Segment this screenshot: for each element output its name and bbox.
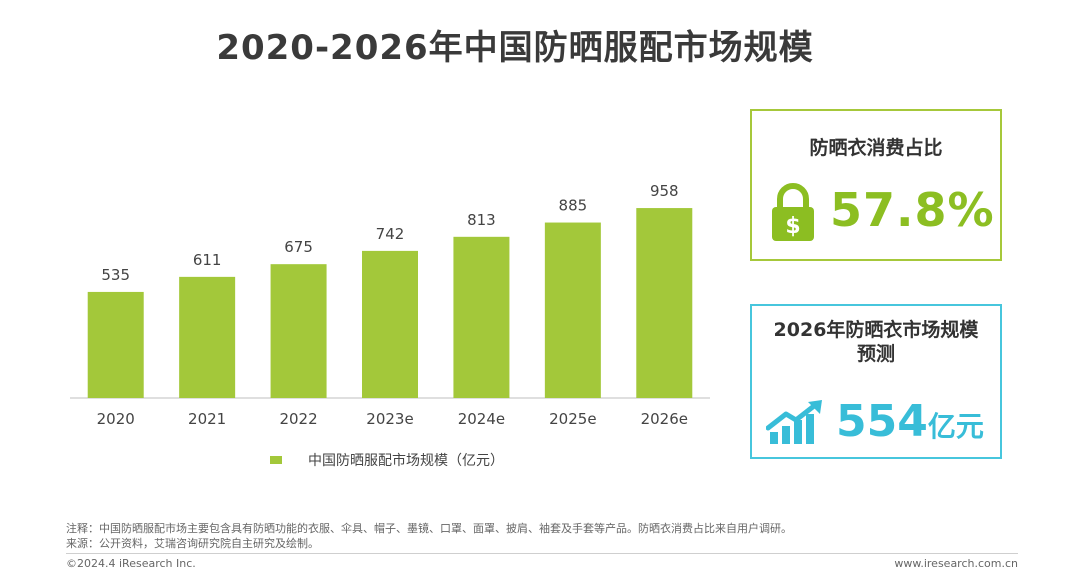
notes: 注释：中国防晒服配市场主要包含具有防晒功能的衣服、伞具、帽子、墨镜、口罩、面罩、… [66,521,792,551]
chart-legend: 中国防晒服配市场规模（亿元） [270,450,504,470]
x-tick-2022: 2022 [279,410,317,428]
market-forecast-card: 2026年防晒衣市场规模 预测 554亿元 [750,304,1002,459]
note-text: 注释：中国防晒服配市场主要包含具有防晒功能的衣服、伞具、帽子、墨镜、口罩、面罩、… [66,522,792,535]
bar-2023e [362,250,418,398]
page-title: 2020-2026年中国防晒服配市场规模 [216,28,814,68]
website-url: www.iresearch.com.cn [894,557,1018,570]
bar-2026e [636,208,693,398]
svg-text:$: $ [785,214,800,239]
consumption-share-card: 防晒衣消费占比 $ 57.8% [750,109,1002,261]
market-forecast-title: 2026年防晒衣市场规模 预测 [752,318,1000,366]
x-tick-2025e: 2025e [549,410,596,428]
market-forecast-unit: 亿元 [927,410,984,443]
bar-2025e [544,222,601,398]
footer-divider [66,553,1018,554]
x-tick-2020: 2020 [97,410,135,428]
legend-label: 中国防晒服配市场规模（亿元） [308,453,504,469]
data-label-2025e: 885 [559,197,588,215]
data-label-2022: 675 [284,238,313,256]
bar-2020 [87,291,144,398]
market-forecast-value: 554亿元 [836,396,984,447]
market-forecast-title-line1: 2026年防晒衣市场规模 [773,319,979,341]
x-tick-2026e: 2026e [641,410,688,428]
market-forecast-title-line2: 预测 [856,343,895,365]
x-tick-2024e: 2024e [458,410,505,428]
data-label-2026e: 958 [650,182,679,200]
bar-2024e [453,236,510,398]
data-label-2023e: 742 [376,225,405,243]
bar-2021 [179,276,236,398]
data-label-2020: 535 [101,266,130,284]
consumption-share-value: 57.8% [830,183,995,237]
source-text: 来源：公开资料，艾瑞咨询研究院自主研究及绘制。 [66,537,319,550]
bar-2022 [270,264,327,398]
x-tick-2023e: 2023e [366,410,413,428]
x-tick-2021: 2021 [188,410,226,428]
growth-chart-icon [766,400,822,444]
data-label-2024e: 813 [467,211,496,229]
copyright: ©2024.4 iResearch Inc. [66,557,196,570]
consumption-share-title: 防晒衣消费占比 [809,137,943,159]
lock-dollar-icon: $ [772,183,814,241]
data-label-2021: 611 [193,251,222,269]
market-forecast-number: 554 [836,396,928,447]
bar-chart: 535 2020 611 2021 675 2022 742 2023e 813 2024e 885… [70,182,710,428]
legend-swatch [270,456,282,464]
